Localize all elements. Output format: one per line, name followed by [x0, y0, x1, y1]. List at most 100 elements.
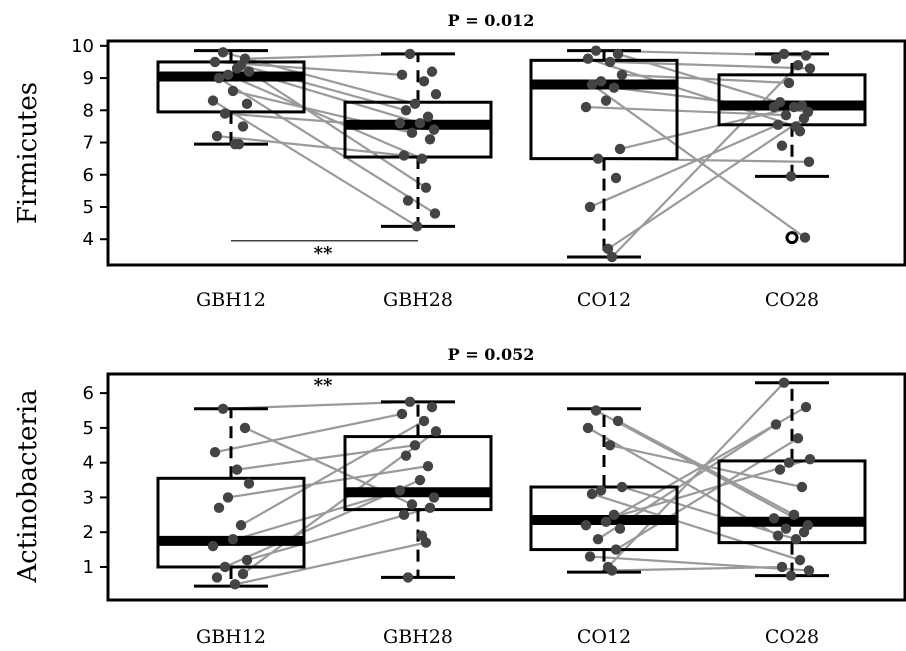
data-point: [768, 513, 780, 524]
data-point: [213, 72, 225, 84]
data-point: [404, 396, 416, 408]
y-tick-label: 5: [83, 197, 94, 218]
data-point: [229, 579, 241, 590]
data-point: [610, 172, 622, 184]
x-label-co28-bottom: CO28: [765, 626, 819, 648]
data-point: [608, 509, 620, 521]
data-point: [239, 422, 251, 434]
data-point: [400, 450, 412, 461]
y-axis-label-firmicutes: Firmicutes: [13, 82, 43, 224]
pair-line: [615, 437, 799, 551]
data-point: [426, 401, 438, 413]
y-tick-label: 3: [83, 487, 94, 508]
data-point: [219, 561, 231, 573]
pair-line: [587, 57, 797, 128]
data-point: [414, 474, 426, 486]
data-point: [768, 101, 780, 113]
data-point: [582, 53, 594, 64]
data-point: [402, 572, 414, 583]
data-point: [772, 119, 784, 130]
y-tick-label: 5: [83, 418, 94, 439]
data-point: [592, 533, 604, 545]
data-point: [776, 140, 788, 151]
pair-line: [621, 73, 790, 84]
iqr-box: [529, 58, 679, 161]
data-point: [584, 201, 596, 213]
data-point: [400, 105, 412, 116]
panel-firmicutes: P = 0.012 Firmicutes 4 5 6 7 8 9 10 GBH12 GBH2…: [13, 11, 906, 311]
pair-line: [214, 412, 403, 454]
y-ticks-firmicutes: 4 5 6 7 8 9 10: [71, 36, 108, 250]
plot-frame-actinobacteria: [106, 372, 906, 602]
data-point: [414, 117, 426, 129]
data-point: [243, 478, 255, 489]
data-point: [418, 76, 430, 87]
data-point: [409, 98, 421, 110]
data-point: [209, 447, 221, 458]
data-point: [612, 48, 624, 60]
data-point: [780, 523, 792, 534]
data-point: [394, 485, 406, 496]
pair-line: [214, 60, 403, 76]
data-point: [237, 568, 249, 580]
data-point: [608, 82, 620, 93]
data-point: [783, 457, 795, 468]
pair-line: [227, 465, 429, 499]
data-point: [794, 126, 806, 137]
data-point: [606, 251, 618, 263]
iqr-box: [156, 476, 306, 569]
pair-line: [585, 105, 787, 117]
data-point: [398, 509, 410, 521]
outlier-marker: [785, 231, 799, 245]
panel-actinobacteria: P = 0.052 Actinobacteria 1 2 3 4 5 6 GBH12 GB…: [13, 345, 906, 648]
x-label-co28: CO28: [765, 289, 819, 311]
data-point: [595, 485, 607, 496]
y-tick-label: 1: [83, 557, 94, 578]
plot-marks-actinobacteria: [156, 377, 867, 590]
pair-line: [216, 134, 405, 157]
data-point: [422, 460, 434, 472]
data-point: [211, 572, 223, 583]
data-point: [590, 405, 602, 416]
data-point: [396, 69, 408, 81]
data-point: [788, 101, 800, 113]
pair-line: [218, 77, 436, 215]
pair-line: [609, 60, 811, 70]
data-point: [610, 544, 622, 555]
data-point: [420, 537, 432, 548]
data-point: [606, 565, 618, 576]
data-point: [211, 130, 223, 142]
pair-line: [591, 492, 801, 562]
data-point: [798, 527, 810, 538]
data-point: [235, 520, 247, 531]
data-point: [430, 426, 442, 437]
data-point: [616, 481, 628, 493]
data-point: [604, 440, 616, 451]
plot-frame-firmicutes: [106, 39, 906, 267]
data-point: [235, 59, 247, 71]
y-tick-label: 10: [71, 36, 94, 57]
data-point: [788, 509, 800, 521]
data-point: [800, 50, 812, 61]
pair-line: [609, 444, 803, 489]
data-point: [241, 554, 253, 566]
pair-line: [589, 555, 810, 572]
data-point: [233, 138, 245, 150]
y-tick-label: 7: [83, 133, 94, 154]
data-point: [612, 415, 624, 427]
significance-stars-firmicutes: **: [314, 243, 333, 264]
data-point: [799, 232, 811, 243]
x-label-gbh12-bottom: GBH12: [196, 626, 266, 648]
data-point: [207, 540, 219, 552]
data-point: [584, 551, 596, 562]
pair-line: [234, 541, 427, 586]
y-tick-label: 9: [83, 68, 94, 89]
data-point: [580, 101, 592, 113]
pair-line: [617, 419, 795, 516]
data-point: [783, 77, 795, 89]
panel-title-actinobacteria: P = 0.052: [448, 345, 535, 364]
data-point: [614, 523, 626, 534]
y-tick-label: 8: [83, 100, 94, 121]
data-point: [219, 108, 231, 119]
data-point: [409, 440, 421, 451]
